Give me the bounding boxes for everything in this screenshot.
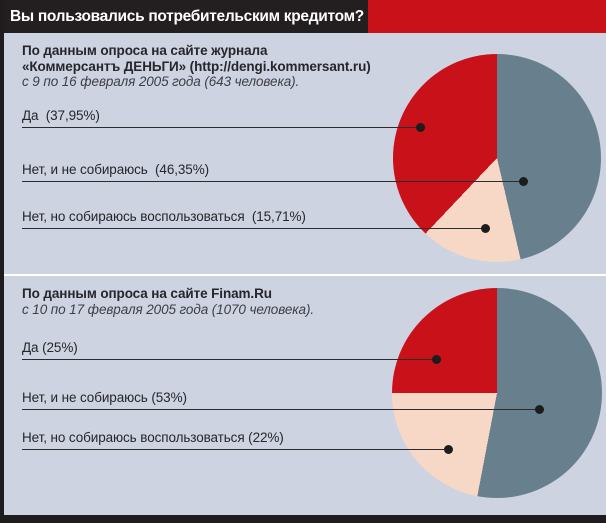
chart1-source-line2: «Коммерсантъ ДЕНЬГИ» (http://dengi.komme…: [22, 58, 371, 74]
chart1-callout-yes-label: Да (37,95%): [22, 108, 100, 123]
bottom-frame-border: [0, 515, 606, 523]
chart1-source-heading: По данным опроса на сайте журнала «Комме…: [22, 43, 371, 90]
chart2-callout-yes-label: Да (25%): [22, 340, 78, 355]
header-bar: Вы пользовались потребительским кредитом…: [0, 0, 368, 33]
chart2-callout-no-will-label: Нет, но собираюсь воспользоваться (22%): [22, 430, 284, 445]
chart2-dot-no-wont: [534, 404, 544, 414]
chart1-dot-no-wont: [518, 176, 528, 186]
chart1-period-note: с 9 по 16 февраля 2005 года (643 человек…: [22, 74, 300, 89]
pie-chart-kommersant: [393, 54, 601, 262]
chart2-callout-yes: Да (25%): [22, 341, 436, 360]
chart1-dot-yes: [415, 122, 425, 132]
chart1-source-line1: По данным опроса на сайте журнала: [22, 43, 268, 58]
panel-divider: [4, 274, 606, 276]
chart2-dot-yes: [431, 354, 441, 364]
chart1-callout-no-will-label: Нет, но собираюсь воспользоваться (15,71…: [22, 209, 306, 224]
chart2-dot-no-will: [443, 444, 453, 454]
chart2-source-heading: По данным опроса на сайте Finam.Ru с 10 …: [22, 286, 314, 317]
chart2-source-line1: По данным опроса на сайте Finam.Ru: [22, 286, 272, 301]
chart1-callout-no-wont-label: Нет, и не собираюсь (46,35%): [22, 162, 209, 177]
chart1-dot-no-will: [480, 223, 490, 233]
chart2-callout-no-wont: Нет, и не собираюсь (53%): [22, 391, 539, 410]
chart2-callout-no-wont-label: Нет, и не собираюсь (53%): [22, 390, 187, 405]
left-frame-border: [0, 0, 4, 523]
chart1-callout-no-will: Нет, но собираюсь воспользоваться (15,71…: [22, 210, 485, 229]
chart1-callout-no-wont: Нет, и не собираюсь (46,35%): [22, 163, 523, 182]
chart2-callout-no-will: Нет, но собираюсь воспользоваться (22%): [22, 431, 448, 450]
page-title: Вы пользовались потребительским кредитом…: [10, 7, 364, 25]
header-accent-block: [368, 0, 606, 33]
pie-chart-finam: [392, 288, 602, 498]
chart1-callout-yes: Да (37,95%): [22, 109, 420, 128]
chart2-period-note: с 10 по 17 февраля 2005 года (1070 челов…: [22, 301, 314, 317]
